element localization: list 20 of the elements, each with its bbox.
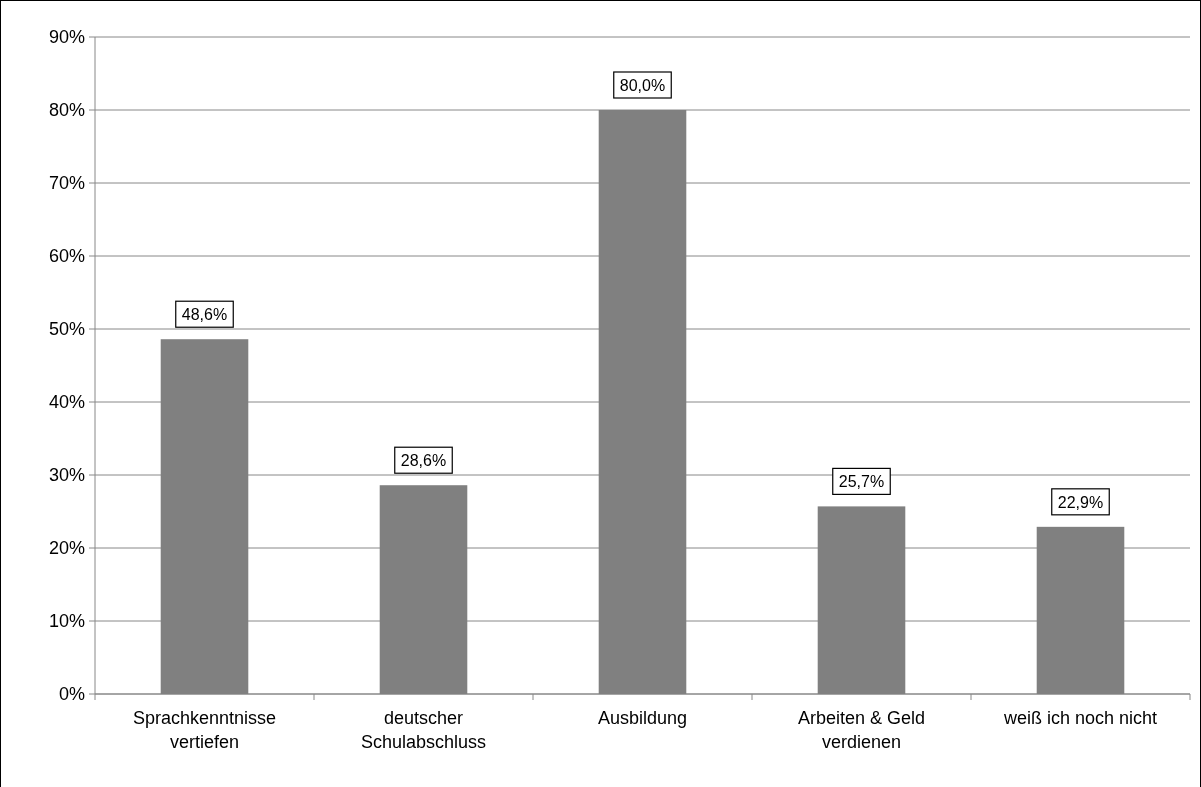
y-tick-label: 50% — [48, 319, 85, 340]
x-tick-label: Sprachkenntnisse vertiefen — [132, 708, 277, 752]
y-tick-label: 80% — [48, 100, 85, 121]
y-tick-label: 10% — [48, 611, 85, 632]
data-label: 25,7% — [838, 473, 885, 491]
y-tick-label: 90% — [48, 27, 85, 48]
data-label: 48,6% — [181, 306, 228, 324]
data-label: 28,6% — [400, 452, 447, 470]
data-label: 22,9% — [1057, 493, 1104, 511]
y-tick-label: 40% — [48, 392, 85, 413]
y-tick-label: 30% — [48, 465, 85, 486]
x-tick-label: Arbeiten & Geld verdienen — [797, 708, 926, 752]
y-tick-label: 0% — [58, 684, 85, 705]
data-label: 80,0% — [619, 77, 666, 94]
x-tick-label: Ausbildung — [597, 708, 688, 728]
x-tick-label: weiß ich noch nicht — [1002, 708, 1158, 728]
y-tick-label: 60% — [48, 246, 85, 267]
y-tick-label: 20% — [48, 538, 85, 559]
y-tick-label: 70% — [48, 173, 85, 194]
x-tick-label: deutscher Schulabschluss — [360, 708, 487, 752]
